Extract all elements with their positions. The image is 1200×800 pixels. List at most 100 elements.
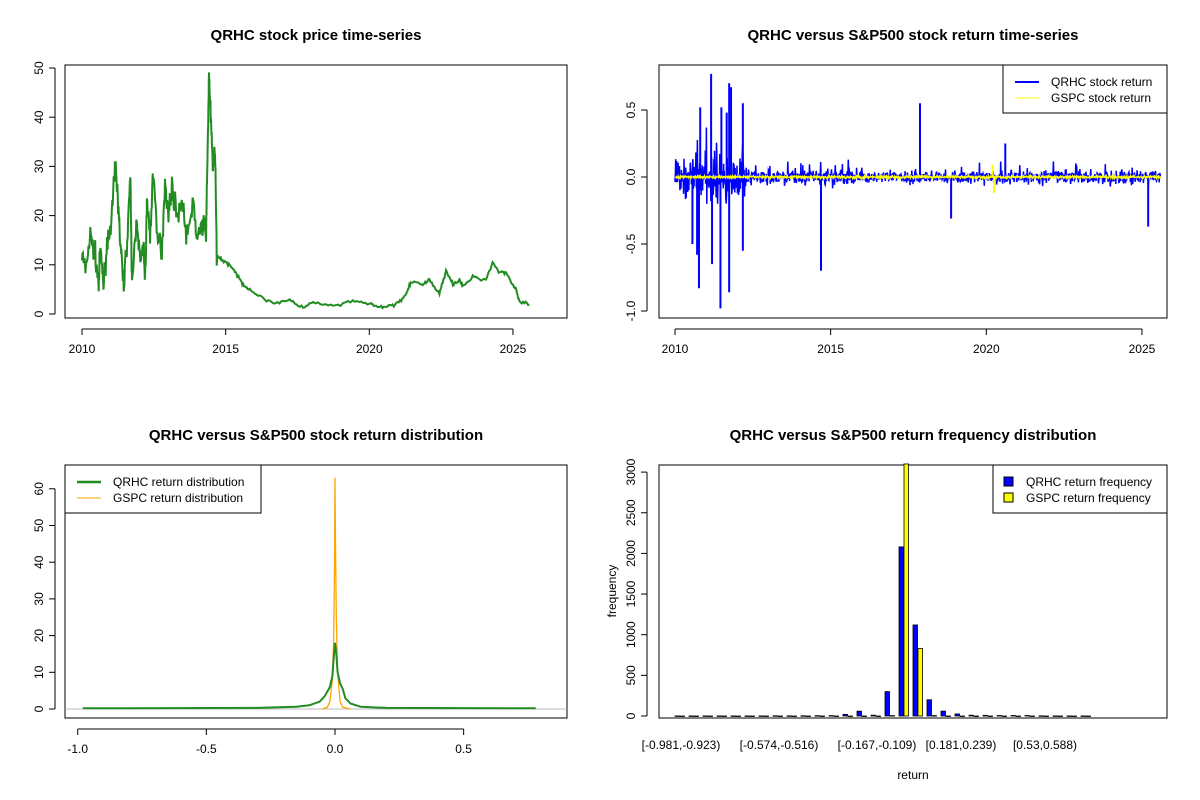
x-tick-label: [-0.574,-0.516) — [740, 738, 819, 752]
bar-gspc — [805, 715, 811, 717]
y-tick-label: 2500 — [624, 499, 638, 526]
bar-gspc — [1043, 715, 1049, 717]
y-axis-label-frequency: frequency — [605, 565, 619, 618]
bar-gspc — [763, 715, 769, 717]
legend-label: QRHC return distribution — [113, 475, 244, 489]
y-tick-label: 3000 — [624, 458, 638, 485]
x-tick-label: 2015 — [212, 342, 239, 356]
chart-title-returns: QRHC versus S&P500 stock return time-ser… — [748, 27, 1079, 44]
y-tick-label: 50 — [32, 61, 46, 75]
bar-gspc — [1071, 715, 1077, 717]
bar-qrhc — [926, 699, 932, 717]
bar-qrhc — [716, 715, 722, 717]
bar-qrhc — [1052, 715, 1058, 717]
x-tick-label: 2025 — [1129, 342, 1156, 356]
series-line-qrhc-price — [81, 72, 530, 310]
bar-gspc — [1085, 715, 1091, 717]
y-tick-label: 1000 — [624, 621, 638, 648]
y-tick-label: 0.0 — [624, 168, 638, 185]
bar-qrhc — [758, 715, 764, 717]
legend-label: GSPC stock return — [1051, 91, 1151, 105]
x-tick-label: 2015 — [817, 342, 844, 356]
x-tick-label: [0.181,0.239) — [926, 738, 997, 752]
bar-gspc — [959, 715, 965, 717]
bar-qrhc — [884, 691, 890, 717]
x-tick-label: 2010 — [69, 342, 96, 356]
x-tick-label: 2020 — [356, 342, 383, 356]
bar-qrhc — [968, 714, 974, 717]
bar-gspc — [735, 715, 741, 717]
bar-qrhc — [800, 715, 806, 717]
plot-frame-returns — [658, 64, 1168, 319]
y-tick-label: 30 — [32, 592, 46, 606]
bar-qrhc — [870, 714, 876, 717]
x-tick-label: -1.0 — [67, 742, 88, 756]
legend-label: GSPC return distribution — [113, 491, 243, 505]
bar-gspc — [847, 715, 853, 717]
legend-box — [992, 464, 1168, 514]
bar-gspc — [875, 715, 881, 717]
bar-qrhc — [1010, 715, 1016, 717]
y-tick-label: 0.5 — [624, 101, 638, 118]
legend-box — [64, 464, 262, 514]
bar-qrhc — [996, 715, 1002, 717]
bar-qrhc — [1038, 715, 1044, 717]
bar-qrhc — [1080, 715, 1086, 717]
y-tick-label: 1500 — [624, 580, 638, 607]
bar-qrhc — [828, 715, 834, 717]
bar-qrhc — [898, 546, 904, 717]
y-tick-label: -1.0 — [624, 300, 638, 321]
series-line-gspc-return — [674, 173, 1162, 181]
x-axis-label-return: return — [897, 768, 928, 782]
y-tick-label: 0 — [32, 705, 46, 712]
plot-frame-price — [64, 64, 568, 319]
chart-title-frequency: QRHC versus S&P500 return frequency dist… — [730, 427, 1097, 444]
bar-qrhc — [1024, 715, 1030, 717]
bar-gspc — [833, 715, 839, 717]
bar-gspc — [721, 715, 727, 717]
y-tick-label: -0.5 — [624, 233, 638, 254]
bar-gspc — [987, 715, 993, 717]
bar-qrhc — [842, 713, 848, 717]
legend-swatch — [1003, 476, 1014, 487]
bar-qrhc — [688, 715, 694, 717]
bar-qrhc — [912, 624, 918, 717]
legend-label: QRHC return frequency — [1026, 475, 1152, 489]
x-tick-label: 0.5 — [455, 742, 472, 756]
y-tick-label: 50 — [32, 519, 46, 533]
bar-gspc — [861, 715, 867, 717]
x-tick-label: [-0.981,-0.923) — [642, 738, 721, 752]
bar-gspc — [707, 715, 713, 717]
bar-gspc — [777, 715, 783, 717]
bar-qrhc — [772, 715, 778, 717]
legend-label: QRHC stock return — [1051, 75, 1152, 89]
y-tick-label: 20 — [32, 629, 46, 643]
y-tick-label: 40 — [32, 555, 46, 569]
plot-frame-density — [64, 464, 568, 719]
bar-gspc — [917, 648, 923, 717]
bar-gspc — [945, 715, 951, 717]
bar-qrhc — [940, 710, 946, 717]
bar-gspc — [973, 715, 979, 717]
y-tick-label: 30 — [32, 159, 46, 173]
density-line-gspc — [321, 477, 351, 710]
bar-qrhc — [814, 715, 820, 717]
y-tick-label: 40 — [32, 110, 46, 124]
y-tick-label: 0 — [624, 712, 638, 719]
y-tick-label: 0 — [32, 310, 46, 317]
bar-gspc — [1057, 715, 1063, 717]
bar-gspc — [903, 463, 909, 717]
bar-qrhc — [744, 715, 750, 717]
legend-swatch — [1003, 492, 1014, 503]
legend-label: GSPC return frequency — [1026, 491, 1151, 505]
chart-title-distribution: QRHC versus S&P500 stock return distribu… — [149, 427, 483, 444]
bar-gspc — [749, 715, 755, 717]
y-tick-label: 20 — [32, 209, 46, 223]
bar-gspc — [889, 715, 895, 717]
bar-gspc — [791, 715, 797, 717]
bar-gspc — [679, 715, 685, 717]
density-line-qrhc — [82, 642, 536, 710]
bar-qrhc — [982, 714, 988, 717]
bar-gspc — [1029, 715, 1035, 717]
bar-qrhc — [702, 715, 708, 717]
